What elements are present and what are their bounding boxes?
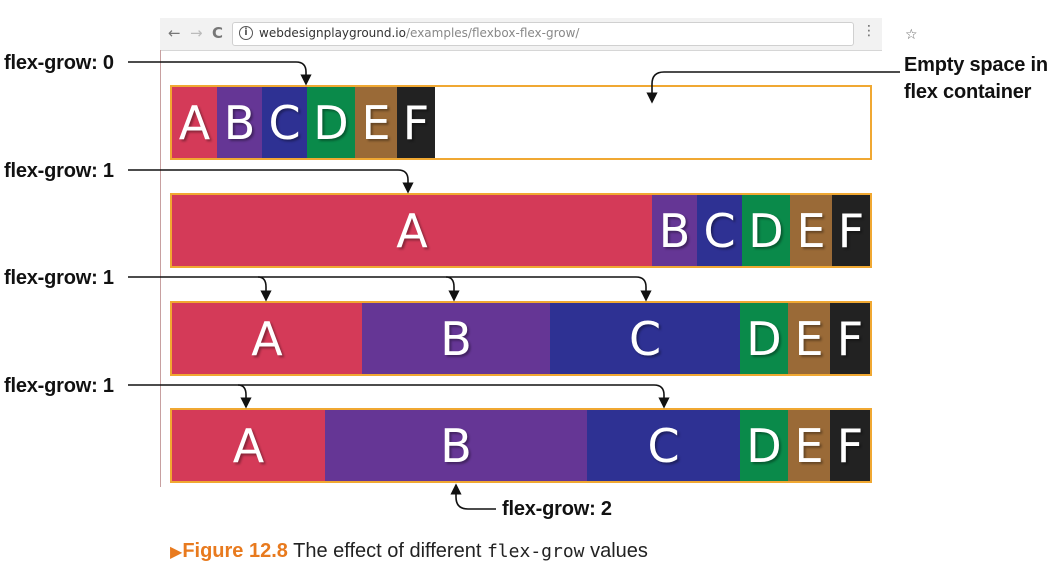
flex-item-e: E — [788, 303, 830, 374]
flex-item-b: B — [652, 195, 697, 266]
flex-item-d: D — [740, 410, 788, 481]
arrow-row-2 — [128, 169, 414, 194]
callout-flex-grow-row-2: flex-grow: 1 — [4, 160, 114, 182]
flex-item-a: A — [172, 195, 652, 266]
url-path: /examples/flexbox-flex-grow/ — [405, 26, 580, 40]
flex-item-c: C — [697, 195, 742, 266]
caption-figure-label: Figure 12.8 — [182, 540, 288, 562]
arrow-row-3-a — [257, 276, 272, 302]
flex-item-f: F — [830, 303, 870, 374]
back-icon[interactable]: ← — [168, 24, 181, 42]
url-text: webdesignplayground.io/examples/flexbox-… — [259, 26, 579, 40]
flex-container-row-4: A B C D E F — [170, 408, 872, 483]
flex-item-f: F — [397, 87, 435, 158]
flex-item-d: D — [740, 303, 788, 374]
forward-icon[interactable]: → — [190, 24, 203, 42]
viewport-edge — [160, 50, 161, 487]
arrow-empty-space — [646, 71, 900, 104]
caption-code: flex-grow — [486, 541, 585, 562]
caption-marker: ▶ — [170, 544, 183, 561]
callout-empty-space: Empty space in flex container — [904, 52, 1054, 106]
caption-text-before: The effect of different — [293, 540, 482, 562]
flex-item-f: F — [830, 410, 870, 481]
flex-container-row-2: A B C D E F — [170, 193, 872, 268]
flex-item-b: B — [362, 303, 550, 374]
callout-flex-grow-row-3: flex-grow: 1 — [4, 267, 114, 289]
callout-empty-space-line1: Empty space in — [904, 54, 1048, 76]
flex-item-d: D — [307, 87, 355, 158]
flex-container-row-1: A B C D E F — [170, 85, 872, 160]
flex-item-c: C — [587, 410, 740, 481]
callout-flex-grow-row-4: flex-grow: 1 — [4, 375, 114, 397]
bookmark-star-icon[interactable]: ☆ — [905, 27, 918, 43]
flex-item-e: E — [788, 410, 830, 481]
arrow-row-3 — [128, 276, 652, 302]
arrow-flex-grow-2 — [450, 483, 496, 510]
flex-item-e: E — [790, 195, 832, 266]
arrow-row-3-b — [445, 276, 460, 302]
flex-item-a: A — [172, 87, 217, 158]
figure-caption: ▶Figure 12.8 The effect of different fle… — [170, 540, 648, 563]
flex-item-b: B — [325, 410, 587, 481]
caption-text-after: values — [590, 540, 648, 562]
flex-item-b: B — [217, 87, 262, 158]
flex-item-a: A — [172, 410, 325, 481]
address-bar[interactable]: i webdesignplayground.io/examples/flexbo… — [232, 22, 918, 46]
callout-flex-grow-2: flex-grow: 2 — [502, 498, 612, 520]
url-host: webdesignplayground.io — [259, 26, 406, 40]
flex-container-row-3: A B C D E F — [170, 301, 872, 376]
callout-empty-space-line2: flex container — [904, 81, 1032, 103]
callout-flex-grow-row-1: flex-grow: 0 — [4, 52, 114, 74]
reload-icon[interactable]: C — [212, 24, 224, 42]
flex-item-c: C — [550, 303, 740, 374]
flex-item-e: E — [355, 87, 397, 158]
browser-toolbar: ← → C i webdesignplayground.io/examples/… — [160, 18, 918, 51]
info-icon[interactable]: i — [239, 26, 253, 40]
flex-item-f: F — [832, 195, 870, 266]
flex-item-c: C — [262, 87, 307, 158]
arrow-row-4 — [128, 384, 670, 409]
arrow-row-4-a — [237, 384, 252, 409]
arrow-row-1 — [128, 61, 312, 86]
flex-item-d: D — [742, 195, 790, 266]
menu-kebab-icon[interactable]: ⋮ — [862, 23, 876, 39]
flex-item-a: A — [172, 303, 362, 374]
